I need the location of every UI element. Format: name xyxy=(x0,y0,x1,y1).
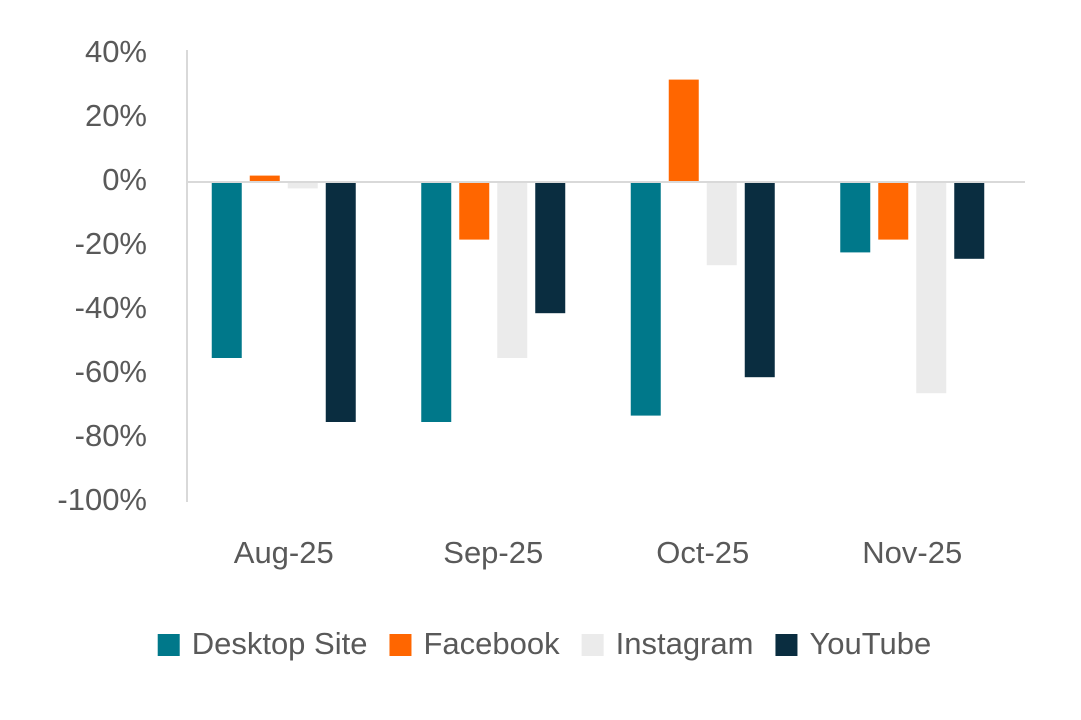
legend-swatch xyxy=(157,634,180,656)
y-tick-label: 0% xyxy=(102,162,147,197)
bar xyxy=(630,182,661,416)
legend-swatch xyxy=(389,634,412,656)
bar xyxy=(668,79,699,182)
x-tick-label: Oct-25 xyxy=(656,535,749,570)
bar xyxy=(840,182,871,253)
x-tick-label: Nov-25 xyxy=(862,535,962,570)
x-tick-label: Aug-25 xyxy=(234,535,334,570)
bar xyxy=(706,182,737,266)
legend-label: Facebook xyxy=(423,626,560,661)
legend-swatch xyxy=(581,634,604,656)
y-tick-label: 20% xyxy=(85,98,147,133)
bar xyxy=(287,182,318,189)
legend-item: YouTube xyxy=(775,626,931,661)
y-tick-label: -100% xyxy=(57,482,147,517)
y-tick-label: 40% xyxy=(85,34,147,69)
bar xyxy=(744,182,775,378)
bar xyxy=(459,182,490,240)
legend-item: Desktop Site xyxy=(157,626,368,661)
bar xyxy=(535,182,566,314)
legend-item: Facebook xyxy=(389,626,560,661)
legend-label: Desktop Site xyxy=(192,626,368,661)
legend-label: YouTube xyxy=(809,626,931,661)
legend-swatch xyxy=(775,634,798,656)
y-tick-label: -40% xyxy=(75,290,147,325)
bar xyxy=(249,175,280,182)
bar xyxy=(421,182,452,422)
legend-label: Instagram xyxy=(616,626,754,661)
legend-item: Instagram xyxy=(581,626,754,661)
bar xyxy=(497,182,528,358)
bar xyxy=(325,182,356,422)
y-tick-label: -80% xyxy=(75,418,147,453)
bar xyxy=(916,182,947,394)
x-tick-label: Sep-25 xyxy=(443,535,543,570)
bar xyxy=(211,182,242,358)
bar xyxy=(878,182,909,240)
bar xyxy=(954,182,985,259)
y-tick-label: -20% xyxy=(75,226,147,261)
y-tick-label: -60% xyxy=(75,354,147,389)
